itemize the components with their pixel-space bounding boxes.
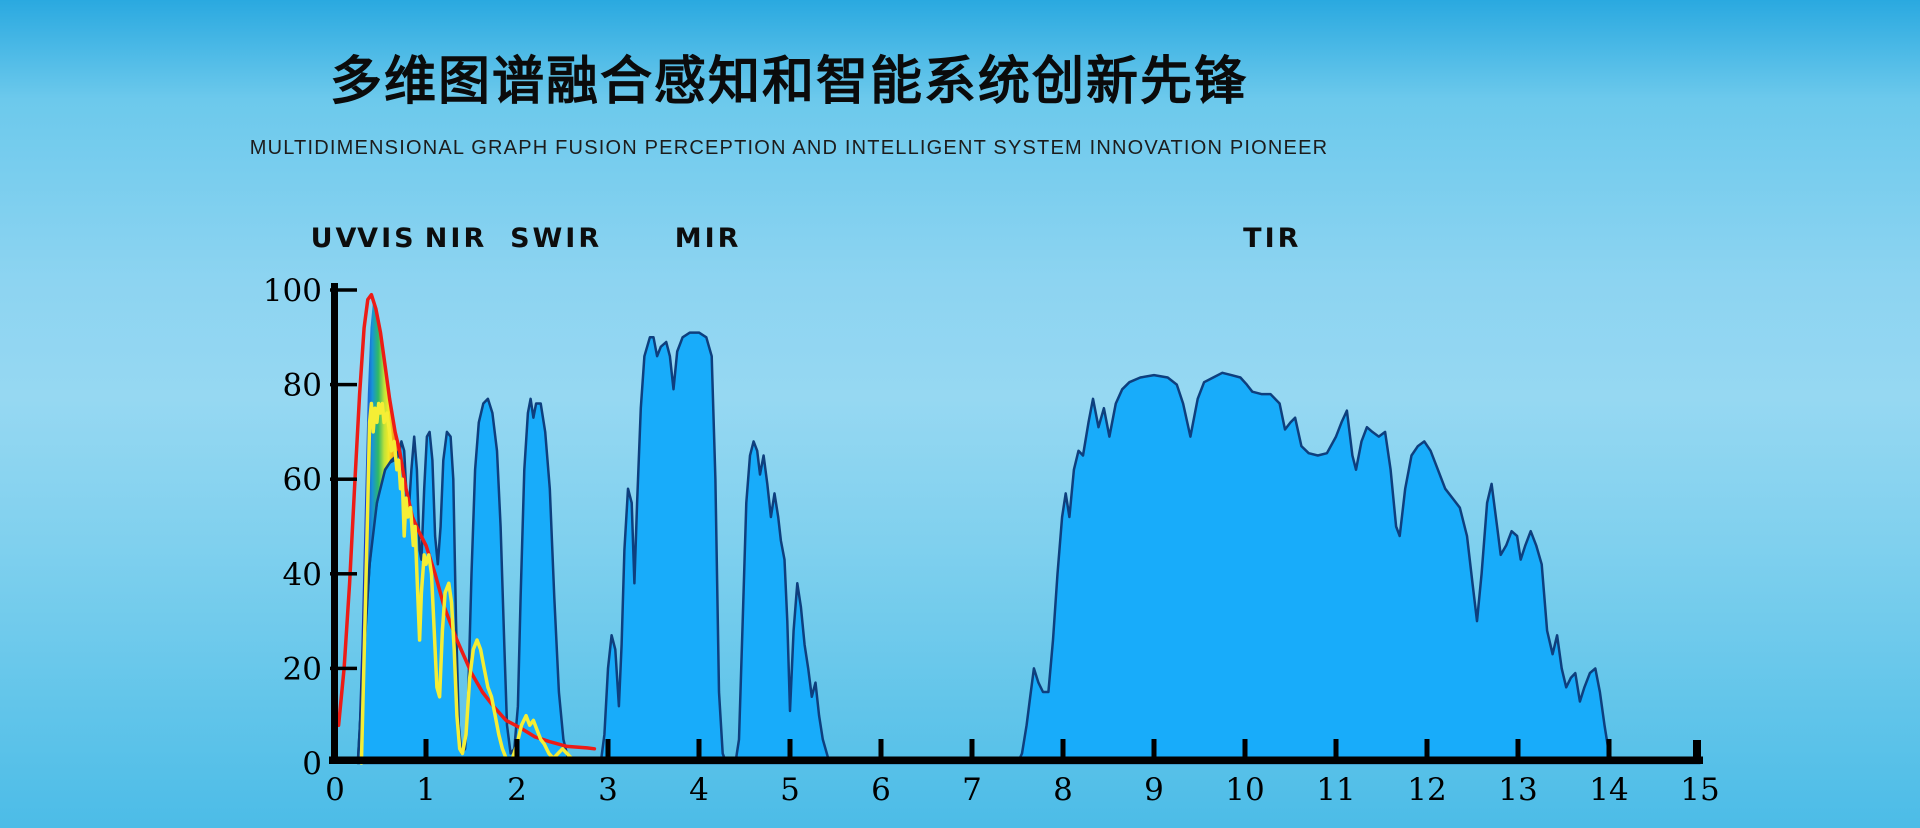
page-subtitle: MULTIDIMENSIONAL GRAPH FUSION PERCEPTION… <box>249 137 1329 160</box>
y-tick <box>330 288 357 292</box>
x-tick-label: 1 <box>416 772 436 808</box>
y-tick-label: 60 <box>283 462 322 498</box>
x-tick <box>1515 739 1521 760</box>
atmospheric-transmission-area <box>356 331 1702 765</box>
y-tick <box>330 572 357 576</box>
x-tick-label: 13 <box>1498 772 1537 808</box>
x-tick <box>1151 739 1157 760</box>
x-tick-label: 3 <box>598 772 618 808</box>
y-axis-line <box>331 283 338 763</box>
x-tick <box>1060 739 1066 760</box>
x-tick <box>969 739 975 760</box>
x-tick-label: 11 <box>1316 772 1355 808</box>
y-tick <box>330 382 357 387</box>
x-tick <box>1606 739 1612 760</box>
x-axis-end-hook <box>1693 740 1701 763</box>
x-tick <box>605 739 611 760</box>
y-tick-label: 0 <box>302 746 322 782</box>
x-tick <box>878 739 884 760</box>
x-tick <box>1333 739 1339 760</box>
x-tick-label: 8 <box>1053 772 1073 808</box>
x-tick <box>1424 739 1430 760</box>
x-tick-label: 9 <box>1144 772 1164 808</box>
x-tick-label: 10 <box>1225 772 1264 808</box>
x-tick-label: 7 <box>962 772 982 808</box>
band-label-swir: SWIR <box>510 223 602 254</box>
band-label-uv: UV <box>311 223 360 254</box>
x-tick-label: 4 <box>689 772 709 808</box>
x-tick-label: 14 <box>1589 772 1628 808</box>
x-tick-label: 12 <box>1407 772 1446 808</box>
visible-spectrum-peak <box>357 299 401 763</box>
y-tick-label: 80 <box>283 368 322 404</box>
band-label-tir: TIR <box>1243 223 1301 254</box>
x-tick-label: 6 <box>871 772 891 808</box>
x-tick <box>696 739 702 760</box>
x-tick <box>423 739 429 760</box>
y-tick-label: 40 <box>283 557 322 593</box>
page-title: 多维图谱融合感知和智能系统创新先锋 <box>329 52 1248 112</box>
x-tick-label: 0 <box>325 772 345 808</box>
x-tick-label: 2 <box>507 772 527 808</box>
y-tick-label: 100 <box>263 273 322 309</box>
solar-sea-level-curve <box>359 401 583 765</box>
x-tick-label: 15 <box>1680 772 1719 808</box>
x-axis-line <box>329 756 1703 764</box>
x-tick <box>1242 739 1248 760</box>
band-label-vis: VIS <box>357 223 416 254</box>
y-tick <box>330 666 357 671</box>
band-label-mir: MIR <box>675 223 742 254</box>
x-tick-label: 5 <box>780 772 800 808</box>
x-tick <box>787 739 793 760</box>
y-tick <box>330 477 357 481</box>
x-tick <box>514 739 520 760</box>
y-tick-label: 20 <box>283 651 322 687</box>
band-label-nir: NIR <box>425 223 487 254</box>
header: 多维图谱融合感知和智能系统创新先锋 MULTIDIMENSIONAL GRAPH… <box>0 52 1578 160</box>
